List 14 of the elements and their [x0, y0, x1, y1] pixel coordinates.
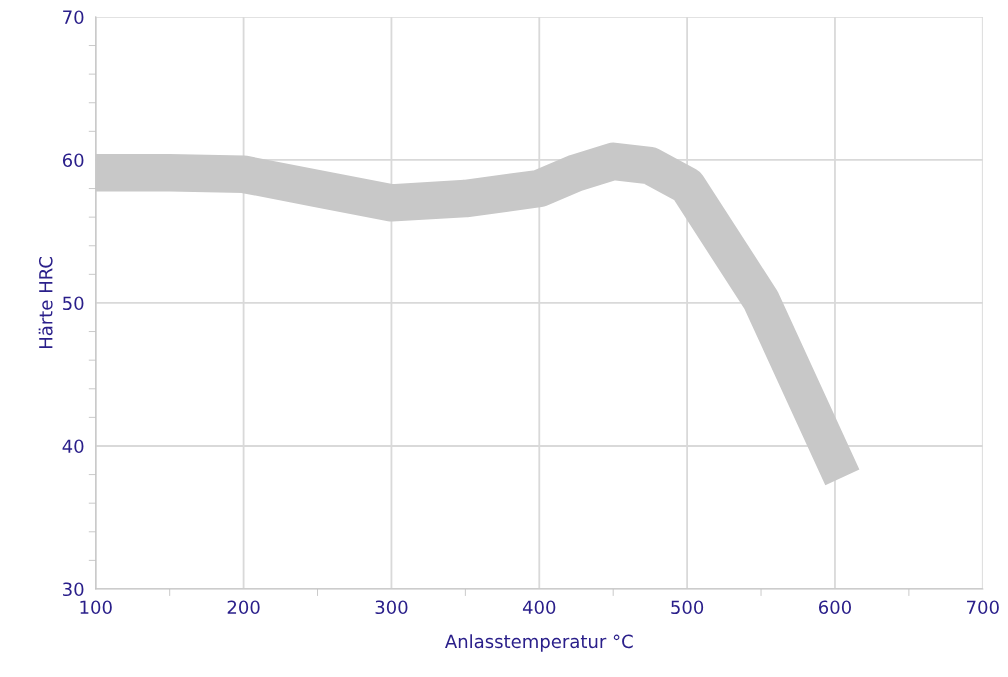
y-axis-title: Härte HRC [38, 257, 53, 349]
y-tick-label: 60 [62, 153, 84, 168]
y-tick-label: 40 [62, 439, 84, 454]
x-tick-label: 100 [80, 600, 112, 615]
x-tick-label: 300 [375, 600, 408, 615]
y-tick-label: 70 [63, 10, 84, 25]
x-tick-label: 500 [671, 600, 704, 615]
x-tick-label: 700 [967, 600, 999, 615]
x-axis-title: Anlasstemperatur °C [445, 634, 633, 652]
y-tick-label: 50 [63, 296, 84, 311]
x-tick-label: 200 [227, 600, 260, 615]
y-tick-label: 30 [63, 582, 84, 597]
x-tick-label: 400 [522, 600, 556, 615]
x-tick-label: 600 [818, 600, 851, 615]
